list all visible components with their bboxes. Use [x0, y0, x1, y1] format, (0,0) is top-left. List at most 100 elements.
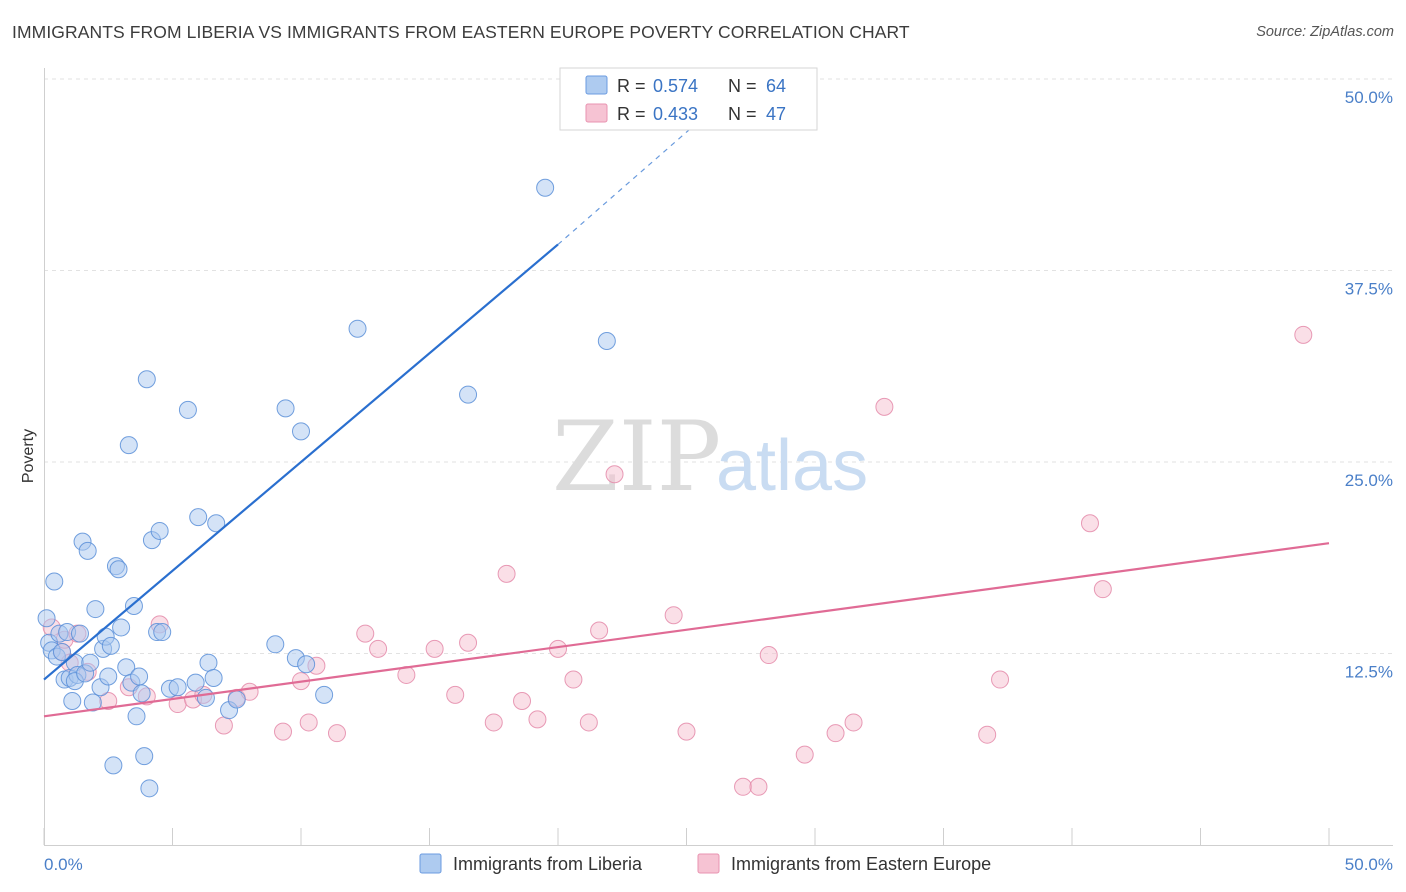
liberia-point: [99, 667, 118, 686]
liberia-point: [266, 635, 285, 654]
y-tick-label-1: 25.0%: [1345, 471, 1393, 490]
legend-n-label-liberia: N =: [728, 76, 757, 96]
legend-r-value-liberia: 0.574: [653, 76, 698, 96]
legend-n-value-liberia: 64: [766, 76, 786, 96]
liberia-point: [315, 685, 334, 704]
liberia-point: [189, 508, 208, 527]
correlation-legend: R = 0.574 N = 64 R = 0.433 N = 47: [559, 67, 818, 131]
series-legend-swatch-eastern-europe: [697, 853, 720, 874]
liberia-point: [137, 370, 156, 389]
x-tick-label-1: 50.0%: [1345, 855, 1393, 874]
eastern-europe-point: [446, 685, 465, 704]
eastern-europe-point: [274, 722, 293, 741]
liberia-point: [459, 385, 478, 404]
legend-r-value-eastern-europe: 0.433: [653, 104, 698, 124]
legend-swatch-eastern-europe: [585, 103, 608, 123]
eastern-europe-point: [875, 397, 894, 416]
gridlines: [44, 78, 1393, 654]
eastern-europe-point: [844, 713, 863, 732]
legend-r-label-eastern-europe: R =: [617, 104, 646, 124]
eastern-europe-point: [677, 722, 696, 741]
eastern-europe-points: [42, 325, 1313, 796]
eastern-europe-point: [369, 639, 388, 658]
eastern-europe-point: [991, 670, 1010, 689]
eastern-europe-point: [497, 564, 516, 583]
eastern-europe-point: [459, 633, 478, 652]
liberia-point: [109, 560, 128, 579]
eastern-europe-point: [826, 724, 845, 743]
liberia-point: [119, 436, 138, 455]
liberia-point: [78, 541, 97, 560]
liberia-point: [199, 653, 218, 672]
y-tick-labels: 12.5% 25.0% 37.5% 50.0%: [1345, 88, 1393, 682]
watermark-atlas: atlas: [716, 426, 868, 506]
liberia-points: [37, 178, 616, 798]
watermark: ZIP atlas: [552, 401, 868, 513]
watermark-zip: ZIP: [552, 401, 721, 513]
y-tick-label-0: 12.5%: [1345, 663, 1393, 682]
liberia-point: [140, 779, 159, 798]
legend-r-label-liberia: R =: [617, 76, 646, 96]
eastern-europe-point: [579, 713, 598, 732]
eastern-europe-point: [214, 716, 233, 735]
series-legend-swatch-liberia: [419, 853, 442, 874]
liberia-point: [597, 331, 616, 350]
legend-swatch-liberia: [585, 75, 608, 95]
liberia-point: [101, 636, 120, 655]
liberia-point: [63, 691, 82, 710]
liberia-point: [196, 688, 215, 707]
eastern-europe-point: [356, 624, 375, 643]
liberia-point: [227, 690, 246, 709]
liberia-point: [83, 693, 102, 712]
liberia-point: [132, 684, 151, 703]
series-legend-label-eastern-europe: Immigrants from Eastern Europe: [731, 854, 991, 874]
y-axis-label: Poverty: [20, 429, 37, 483]
liberia-point: [37, 609, 56, 628]
legend-n-value-eastern-europe: 47: [766, 104, 786, 124]
eastern-europe-point: [484, 713, 503, 732]
chart-source: Source: ZipAtlas.com: [1256, 24, 1394, 40]
eastern-europe-point: [1294, 325, 1313, 344]
liberia-point: [70, 624, 89, 643]
x-tick-labels: 0.0% 50.0%: [44, 855, 1393, 874]
liberia-point: [52, 642, 71, 661]
liberia-point: [207, 514, 226, 533]
x-tick-label-0: 0.0%: [44, 855, 83, 874]
eastern-europe-point: [528, 710, 547, 729]
eastern-europe-point: [564, 670, 583, 689]
x-ticks: [43, 828, 1330, 845]
eastern-europe-point: [759, 646, 778, 665]
liberia-trend-line: [43, 243, 559, 681]
liberia-point: [292, 422, 310, 441]
liberia-point: [86, 600, 105, 619]
liberia-point: [168, 678, 187, 697]
liberia-point: [81, 653, 100, 672]
liberia-trend-extension: [557, 109, 713, 245]
liberia-point: [178, 400, 197, 419]
liberia-point: [45, 572, 64, 591]
liberia-point: [135, 747, 154, 766]
y-tick-label-2: 37.5%: [1345, 280, 1393, 299]
series-legend: Immigrants from Liberia Immigrants from …: [419, 853, 991, 874]
eastern-europe-point: [1080, 514, 1099, 533]
y-tick-label-3: 50.0%: [1345, 88, 1393, 107]
eastern-europe-trend-line: [43, 542, 1330, 718]
liberia-point: [150, 521, 169, 540]
chart-title: IMMIGRANTS FROM LIBERIA VS IMMIGRANTS FR…: [12, 22, 910, 42]
eastern-europe-point: [590, 621, 609, 640]
liberia-point: [186, 673, 205, 692]
liberia-point: [276, 399, 295, 418]
series-legend-label-liberia: Immigrants from Liberia: [453, 854, 643, 874]
liberia-point: [348, 319, 367, 338]
trend-lines: [43, 109, 1330, 718]
liberia-point: [130, 667, 149, 686]
liberia-point: [153, 623, 172, 642]
eastern-europe-point: [795, 745, 814, 764]
liberia-point: [104, 756, 123, 775]
legend-n-label-eastern-europe: N =: [728, 104, 757, 124]
liberia-point: [204, 669, 223, 688]
eastern-europe-point: [327, 724, 346, 743]
eastern-europe-point: [425, 639, 444, 658]
liberia-point: [536, 178, 555, 197]
